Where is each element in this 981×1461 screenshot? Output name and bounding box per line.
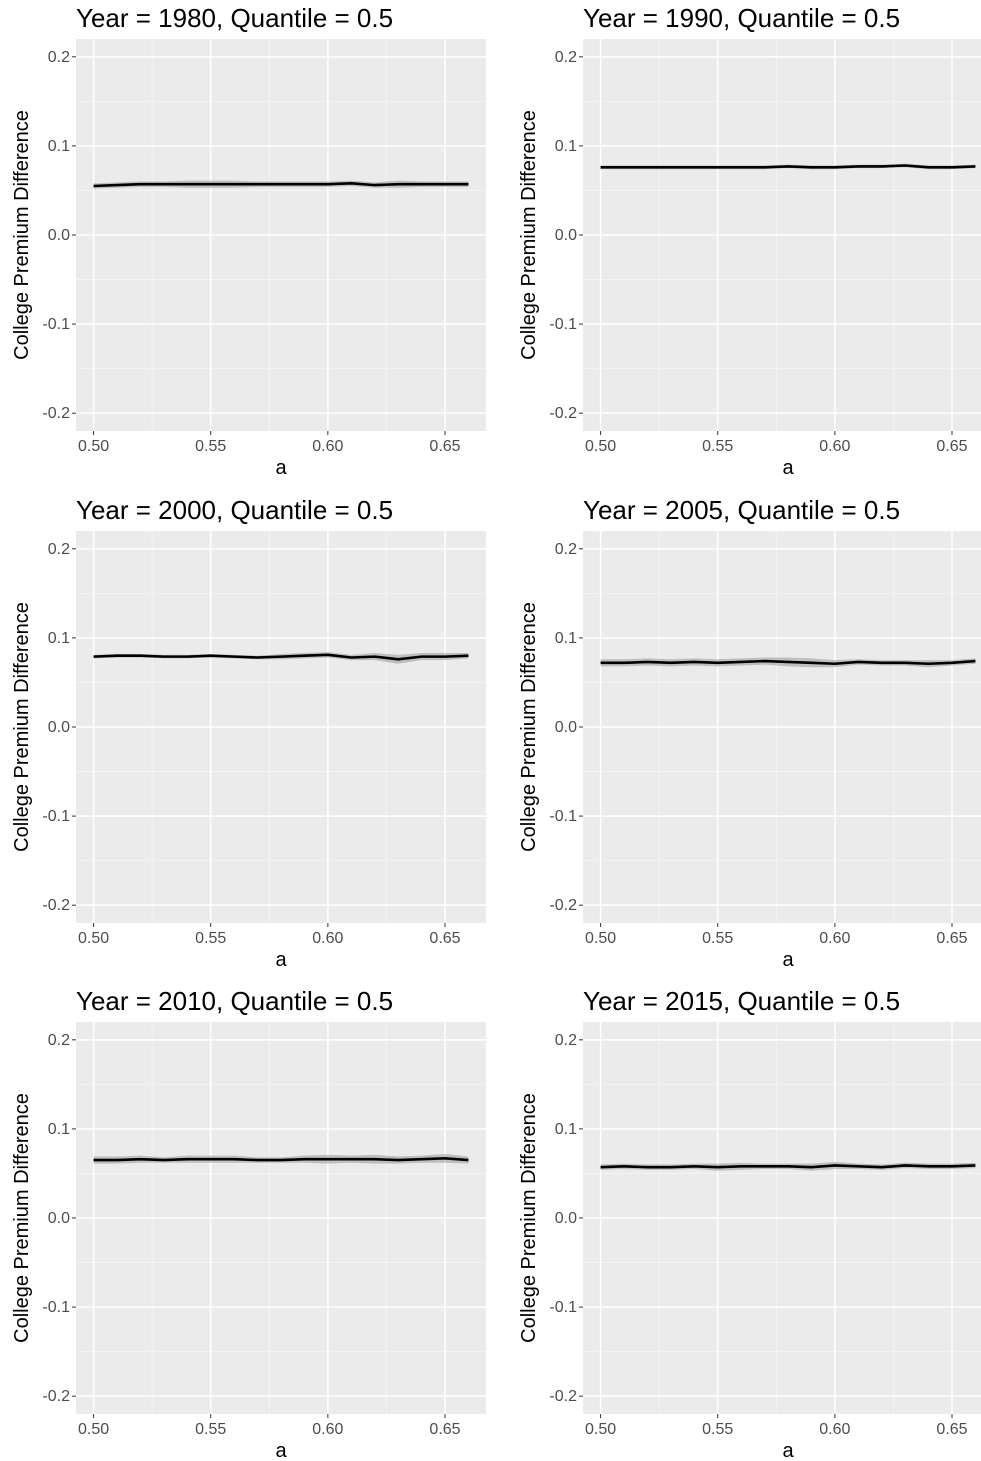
y-tick-label: 0.0 — [48, 227, 70, 244]
x-axis-title: a — [275, 949, 287, 971]
x-tick-label: 0.65 — [429, 438, 460, 455]
x-axis-title: a — [782, 457, 794, 479]
x-tick-label: 0.65 — [429, 1421, 460, 1438]
y-tick-label: 0.2 — [555, 49, 577, 66]
x-axis-title: a — [275, 457, 287, 479]
series-line — [93, 1157, 469, 1162]
y-tick-label: 0.2 — [48, 1032, 70, 1049]
x-tick-label: 0.60 — [312, 930, 343, 947]
y-tick-label: 0.0 — [555, 227, 577, 244]
y-tick-label: -0.1 — [42, 808, 70, 825]
y-axis-title: College Premium Difference — [11, 1093, 33, 1343]
y-tick-label: -0.2 — [42, 1388, 70, 1405]
series-line — [93, 653, 469, 661]
x-tick-label: 0.65 — [936, 930, 967, 947]
x-tick-label: 0.55 — [195, 438, 226, 455]
x-tick-label: 0.60 — [819, 1421, 850, 1438]
panel-title: Year = 2000, Quantile = 0.5 — [76, 495, 393, 525]
panel-title: Year = 2010, Quantile = 0.5 — [76, 986, 393, 1016]
y-axis-title: College Premium Difference — [11, 110, 33, 360]
y-tick-label: 0.1 — [48, 630, 70, 647]
y-tick-label: -0.2 — [42, 897, 70, 914]
panel-title: Year = 2015, Quantile = 0.5 — [583, 986, 900, 1016]
x-tick-label: 0.55 — [195, 930, 226, 947]
x-tick-label: 0.55 — [702, 1421, 733, 1438]
y-tick-label: 0.1 — [555, 630, 577, 647]
x-tick-label: 0.50 — [78, 1421, 109, 1438]
x-tick-label: 0.60 — [312, 1421, 343, 1438]
x-tick-label: 0.65 — [429, 930, 460, 947]
confidence-band — [93, 1153, 469, 1164]
y-tick-label: 0.0 — [555, 1210, 577, 1227]
y-axis-title: College Premium Difference — [518, 1093, 540, 1343]
y-tick-label: -0.2 — [549, 1388, 577, 1405]
y-tick-label: -0.1 — [549, 1299, 577, 1316]
y-tick-label: -0.1 — [549, 316, 577, 333]
confidence-band — [93, 652, 469, 664]
x-axis-title: a — [782, 1440, 794, 1461]
y-tick-label: -0.2 — [549, 897, 577, 914]
series-line — [93, 182, 469, 188]
x-axis-title: a — [782, 949, 794, 971]
facet-panel-6: -0.2 -0.1 0.0 0.1 0.2 0.50 0.55 0.60 0.65 Year = … — [518, 986, 981, 1461]
y-tick-label: 0.1 — [48, 138, 70, 155]
facet-panel-3: -0.2 -0.1 0.0 0.1 0.2 0.50 0.55 0.60 0.65 Year = … — [11, 495, 486, 971]
panel-title: Year = 1990, Quantile = 0.5 — [583, 3, 900, 33]
series-line — [600, 659, 976, 666]
y-tick-label: 0.2 — [555, 1032, 577, 1049]
y-tick-label: 0.0 — [48, 1210, 70, 1227]
y-tick-label: -0.2 — [42, 405, 70, 422]
x-tick-label: 0.50 — [78, 438, 109, 455]
x-tick-label: 0.65 — [936, 1421, 967, 1438]
x-tick-label: 0.60 — [819, 930, 850, 947]
series-line — [600, 164, 976, 169]
panel-title: Year = 1980, Quantile = 0.5 — [76, 3, 393, 33]
y-tick-label: 0.2 — [555, 541, 577, 558]
x-tick-label: 0.60 — [819, 438, 850, 455]
x-tick-label: 0.55 — [702, 930, 733, 947]
x-tick-label: 0.50 — [585, 438, 616, 455]
x-tick-label: 0.50 — [585, 930, 616, 947]
y-tick-label: -0.2 — [549, 405, 577, 422]
y-tick-label: 0.2 — [48, 49, 70, 66]
y-tick-label: 0.2 — [48, 541, 70, 558]
x-tick-label: 0.55 — [195, 1421, 226, 1438]
y-tick-label: 0.0 — [555, 719, 577, 736]
x-tick-label: 0.65 — [936, 438, 967, 455]
x-axis-title: a — [275, 1440, 287, 1461]
panel-title: Year = 2005, Quantile = 0.5 — [583, 495, 900, 525]
facet-panel-2: -0.2 -0.1 0.0 0.1 0.2 0.50 0.55 0.60 0.65 Year = … — [518, 3, 981, 479]
facet-panel-5: -0.2 -0.1 0.0 0.1 0.2 0.50 0.55 0.60 0.65 Year = … — [11, 986, 486, 1461]
facet-panel-4: -0.2 -0.1 0.0 0.1 0.2 0.50 0.55 0.60 0.65 Year = … — [518, 495, 981, 971]
y-tick-label: 0.1 — [555, 1121, 577, 1138]
x-tick-label: 0.55 — [702, 438, 733, 455]
y-axis-title: College Premium Difference — [518, 602, 540, 852]
y-axis-title: College Premium Difference — [518, 110, 540, 360]
y-tick-label: 0.1 — [48, 1121, 70, 1138]
facet-panel-1: -0.2 -0.1 0.0 0.1 0.2 0.50 0.55 0.60 0.65 Year = … — [11, 3, 486, 479]
y-tick-label: -0.1 — [42, 1299, 70, 1316]
x-tick-label: 0.50 — [78, 930, 109, 947]
y-tick-label: -0.1 — [42, 316, 70, 333]
x-tick-label: 0.50 — [585, 1421, 616, 1438]
y-tick-label: -0.1 — [549, 808, 577, 825]
x-tick-label: 0.60 — [312, 438, 343, 455]
series-line — [600, 1164, 976, 1169]
y-tick-label: 0.1 — [555, 138, 577, 155]
y-tick-label: 0.0 — [48, 719, 70, 736]
y-axis-title: College Premium Difference — [11, 602, 33, 852]
